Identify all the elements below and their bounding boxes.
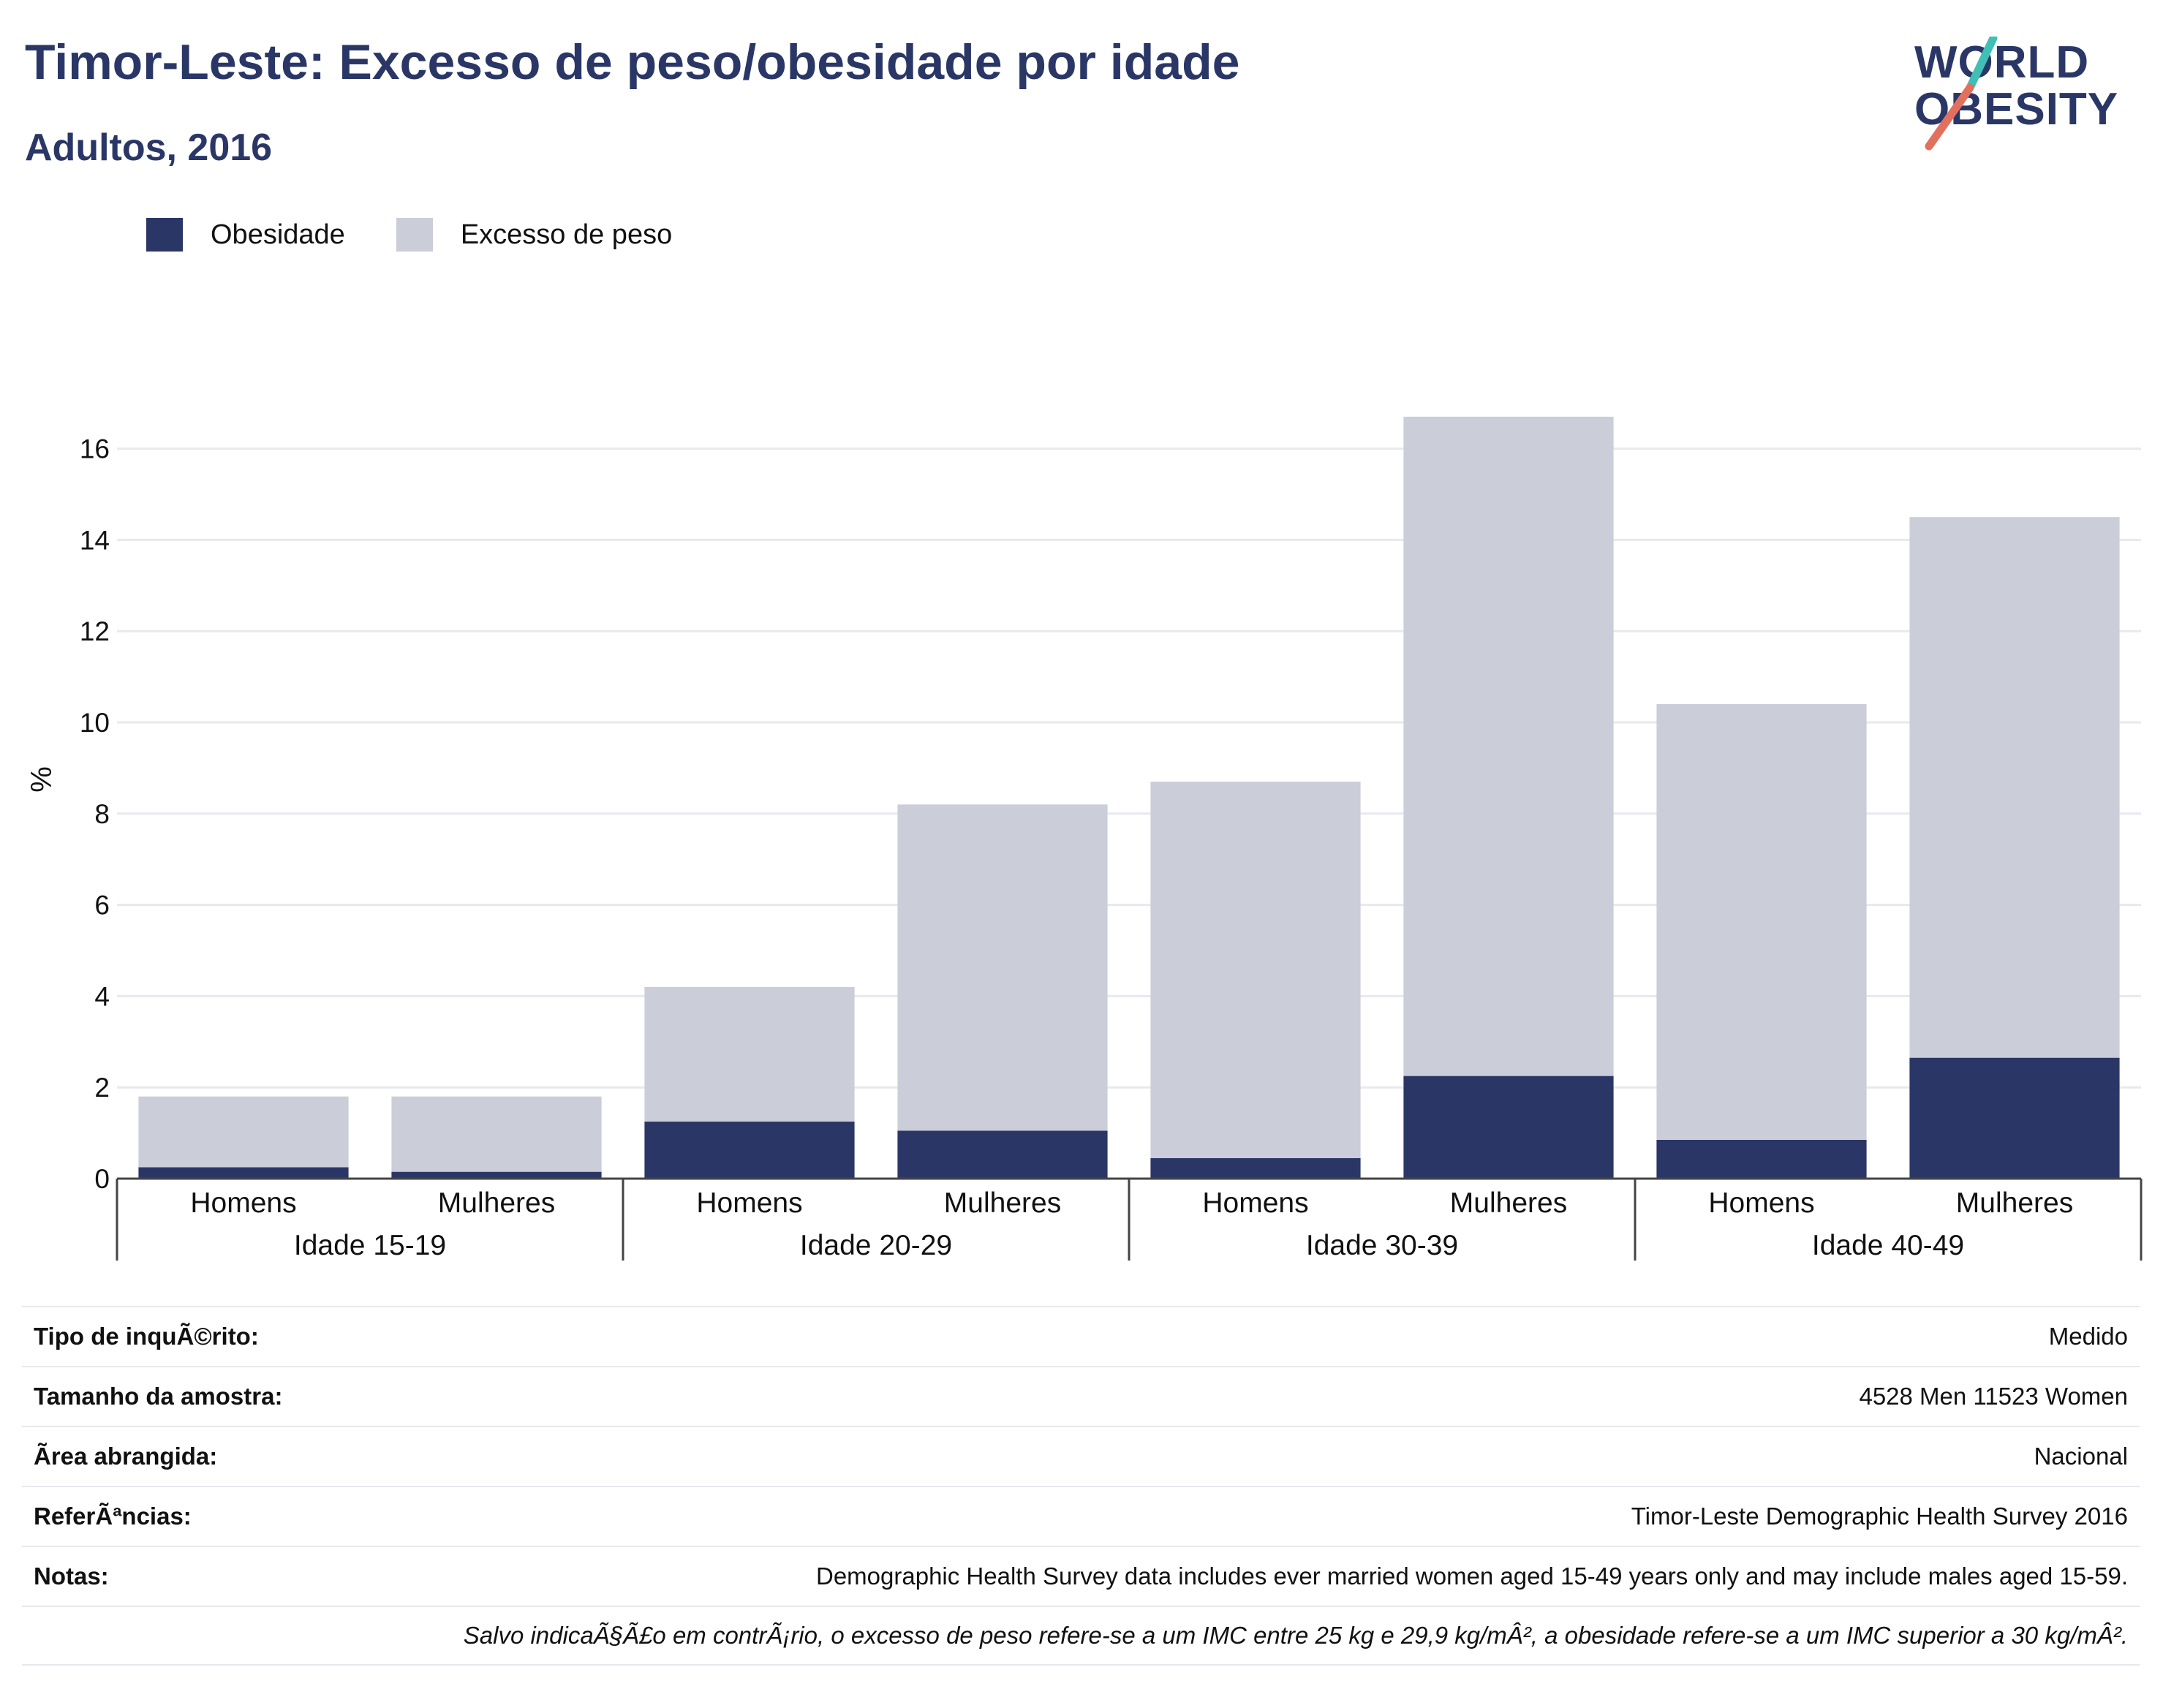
- bar-overweight: [1403, 417, 1613, 1076]
- y-tick-label: 12: [80, 616, 110, 646]
- info-key: Tamanho da amostra:: [34, 1383, 282, 1410]
- x-tick-label: Homens: [190, 1187, 296, 1219]
- bar-overweight: [1150, 782, 1360, 1158]
- info-row: Tamanho da amostra: 4528 Men 11523 Women: [22, 1366, 2140, 1426]
- info-row: Notas: Demographic Health Survey data in…: [22, 1546, 2140, 1606]
- info-key: Notas:: [34, 1562, 109, 1590]
- info-footnote: Salvo indicaÃ§Ã£o em contrÃ¡rio, o exces…: [464, 1622, 2128, 1650]
- bar-obesity: [1150, 1158, 1360, 1179]
- info-key: ReferÃªncias:: [34, 1503, 192, 1530]
- info-key: Tipo de inquÃ©rito:: [34, 1323, 259, 1350]
- y-tick-label: 8: [94, 799, 110, 829]
- bar-obesity: [644, 1122, 854, 1179]
- bar-obesity: [897, 1130, 1107, 1179]
- bar-obesity: [1909, 1058, 2119, 1179]
- info-value: 4528 Men 11523 Women: [1859, 1383, 2128, 1410]
- bar-overweight: [644, 987, 854, 1122]
- group-label: Idade 30-39: [1306, 1230, 1458, 1261]
- y-tick-label: 14: [80, 525, 110, 555]
- y-tick-label: 16: [80, 434, 110, 464]
- bar-obesity: [1403, 1076, 1613, 1179]
- x-tick-label: Mulheres: [1956, 1187, 2073, 1219]
- y-tick-label: 0: [94, 1164, 110, 1194]
- x-tick-label: Homens: [696, 1187, 802, 1219]
- bar-overweight: [391, 1097, 601, 1172]
- info-row: Tipo de inquÃ©rito: Medido: [22, 1306, 2140, 1366]
- y-axis-label: %: [26, 766, 58, 793]
- bar-overweight: [897, 804, 1107, 1130]
- group-label: Idade 20-29: [800, 1230, 952, 1261]
- x-tick-label: Homens: [1202, 1187, 1308, 1219]
- info-key: Ã rea abrangida:: [34, 1443, 217, 1470]
- info-value: Timor-Leste Demographic Health Survey 20…: [1631, 1503, 2128, 1530]
- group-label: Idade 15-19: [294, 1230, 446, 1261]
- info-row: Ã rea abrangida: Nacional: [22, 1426, 2140, 1486]
- info-value: Medido: [2049, 1323, 2128, 1350]
- x-tick-label: Mulheres: [438, 1187, 555, 1219]
- info-value: Demographic Health Survey data includes …: [816, 1562, 2128, 1590]
- x-tick-label: Homens: [1708, 1187, 1814, 1219]
- bar-overweight: [1909, 517, 2119, 1057]
- stacked-bar-chart: 0 2 4 6 8 10 12 14 16% Homens Mulheres Homens Mulher…: [0, 0, 2163, 1287]
- info-table: Tipo de inquÃ©rito: Medido Tamanho da am…: [22, 1306, 2140, 1666]
- bar-overweight: [138, 1097, 348, 1168]
- bar-overweight: [1656, 704, 1866, 1140]
- y-tick-label: 2: [94, 1073, 110, 1103]
- y-tick-label: 10: [80, 708, 110, 738]
- y-tick-label: 6: [94, 891, 110, 921]
- bar-obesity: [1656, 1140, 1866, 1179]
- info-value: Nacional: [2034, 1443, 2128, 1470]
- x-tick-label: Mulheres: [1450, 1187, 1567, 1219]
- info-row: Salvo indicaÃ§Ã£o em contrÃ¡rio, o exces…: [22, 1606, 2140, 1666]
- x-tick-label: Mulheres: [944, 1187, 1061, 1219]
- info-row: ReferÃªncias: Timor-Leste Demographic He…: [22, 1486, 2140, 1546]
- group-label: Idade 40-49: [1812, 1230, 1964, 1261]
- y-tick-label: 4: [94, 981, 110, 1011]
- bar-obesity: [138, 1167, 348, 1179]
